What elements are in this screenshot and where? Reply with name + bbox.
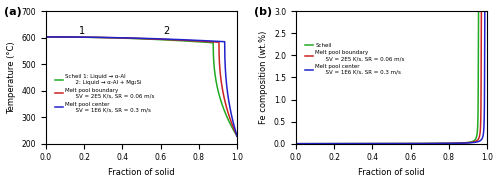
X-axis label: Fraction of solid: Fraction of solid — [108, 168, 175, 177]
Y-axis label: Fe composition (wt.%): Fe composition (wt.%) — [260, 31, 268, 124]
Text: (b): (b) — [254, 7, 272, 17]
Text: (a): (a) — [4, 7, 21, 17]
Text: 2: 2 — [163, 26, 170, 36]
Text: 1: 1 — [79, 26, 86, 36]
X-axis label: Fraction of solid: Fraction of solid — [358, 168, 424, 177]
Legend: Scheil, Melt pool boundary
      SV = 2E5 K/s, SR = 0.06 m/s, Melt pool center
 : Scheil, Melt pool boundary SV = 2E5 K/s,… — [302, 40, 406, 77]
Legend: Scheil 1: Liquid → α-Al
      2: Liquid → α-Al + Mg₂Si, Melt pool boundary
     : Scheil 1: Liquid → α-Al 2: Liquid → α-Al… — [52, 72, 157, 115]
Y-axis label: Temperature (°C): Temperature (°C) — [7, 41, 16, 114]
